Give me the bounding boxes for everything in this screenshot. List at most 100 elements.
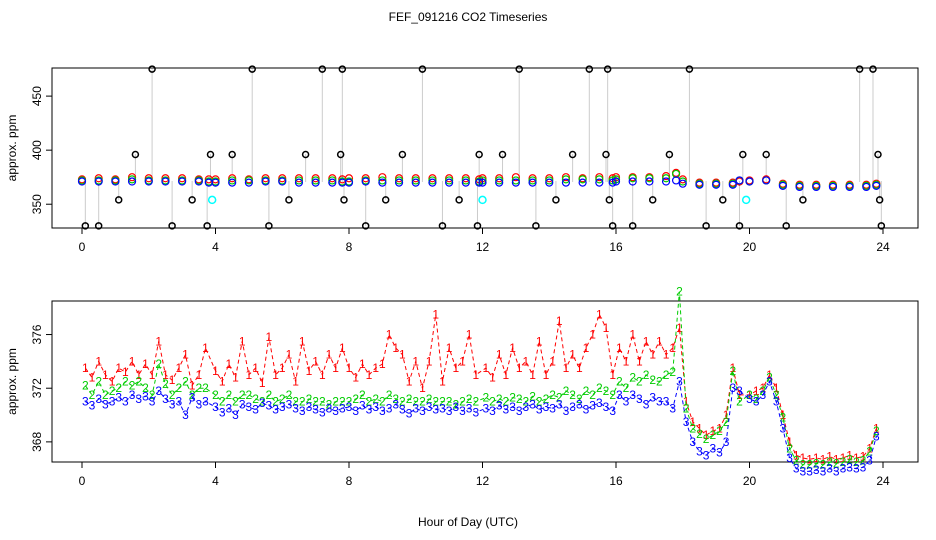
spike-point — [438, 222, 447, 230]
data-point-series-3 — [461, 178, 470, 187]
data-point-series-2 — [461, 176, 470, 185]
chart-title: FEF_091216 CO2 Timeseries — [388, 10, 548, 24]
data-point-series-3 — [344, 178, 354, 187]
series-marker-2: 2 — [352, 392, 359, 406]
series-line-3 — [85, 380, 877, 472]
series-marker-2: 2 — [509, 391, 516, 405]
x-axis-label: Hour of Day (UTC) — [417, 515, 518, 529]
plot-frame — [51, 67, 919, 229]
data-point-series-3 — [244, 178, 253, 187]
series-marker-1: 1 — [786, 435, 793, 449]
data-point-series-1 — [661, 172, 671, 181]
series-marker-1: 1 — [643, 334, 650, 348]
series-marker-3: 3 — [319, 405, 326, 419]
series-marker-3: 3 — [766, 375, 773, 389]
series-marker-3: 3 — [629, 388, 636, 402]
series-marker-1: 1 — [326, 348, 333, 362]
series-marker-2: 2 — [412, 395, 419, 409]
spike-point — [735, 222, 744, 230]
series-marker-2: 2 — [446, 395, 453, 409]
spike-point — [719, 196, 727, 204]
series-marker-2: 2 — [175, 381, 182, 395]
series-marker-2: 2 — [266, 388, 273, 402]
data-point-series-2 — [595, 175, 604, 184]
series-marker-2: 2 — [292, 395, 299, 409]
x-tick-label: 12 — [476, 240, 490, 254]
series-marker-2: 2 — [182, 375, 189, 389]
series-marker-2: 2 — [683, 401, 690, 415]
spike-point — [702, 222, 710, 230]
series-marker-3: 3 — [729, 381, 736, 395]
series-marker-1: 1 — [529, 368, 536, 382]
series-marker-3: 3 — [392, 397, 399, 411]
data-point-series-1 — [411, 174, 420, 183]
series-marker-3: 3 — [312, 403, 319, 417]
data-point-series-1 — [394, 174, 404, 183]
series-marker-2: 2 — [609, 388, 616, 402]
series-marker-1: 1 — [446, 341, 453, 355]
series-marker-1: 1 — [189, 379, 196, 393]
series-marker-2: 2 — [516, 392, 523, 406]
series-marker-2: 2 — [629, 370, 636, 384]
data-point-series-3 — [661, 177, 671, 186]
series-marker-3: 3 — [689, 435, 696, 449]
series-marker-1: 1 — [115, 361, 122, 375]
data-point-series-1 — [328, 174, 337, 183]
series-marker-3: 3 — [399, 403, 406, 417]
data-point-series-2 — [294, 176, 304, 185]
series-marker-2: 2 — [366, 395, 373, 409]
series-marker-3: 3 — [109, 395, 116, 409]
series-marker-1: 1 — [252, 361, 259, 375]
data-point-series-1 — [528, 174, 537, 183]
series-marker-1: 1 — [589, 328, 596, 342]
series-marker-1: 1 — [689, 415, 696, 429]
series-marker-3: 3 — [569, 400, 576, 414]
series-marker-1: 1 — [676, 321, 683, 335]
data-point-series-3 — [578, 178, 587, 187]
series-marker-3: 3 — [169, 397, 176, 411]
series-marker-1: 1 — [709, 424, 716, 438]
data-point-series-1 — [94, 174, 103, 183]
series-marker-2: 2 — [569, 388, 576, 402]
series-marker-1: 1 — [312, 354, 319, 368]
series-marker-1: 1 — [780, 408, 787, 422]
series-marker-2: 2 — [212, 388, 219, 402]
data-point-series-3 — [428, 178, 437, 187]
series-marker-1: 1 — [603, 321, 610, 335]
series-marker-2: 2 — [162, 377, 169, 391]
series-marker-3: 3 — [820, 464, 827, 478]
series-marker-2: 2 — [406, 392, 413, 406]
series-marker-3: 3 — [716, 446, 723, 460]
series-marker-2: 2 — [339, 395, 346, 409]
series-marker-3: 3 — [359, 399, 366, 413]
series-marker-1: 1 — [432, 307, 439, 321]
spike-point — [168, 222, 176, 230]
y-axis-label: approx. ppm — [5, 115, 19, 182]
series-marker-1: 1 — [826, 450, 833, 464]
series-marker-2: 2 — [649, 373, 656, 387]
x-tick-label: 0 — [79, 240, 86, 254]
x-tick-label: 8 — [346, 240, 353, 254]
data-point-series-1 — [228, 174, 237, 183]
data-point-series-3 — [178, 177, 187, 186]
data-point-series-1 — [445, 174, 454, 183]
series-marker-1: 1 — [175, 361, 182, 375]
data-point-series-1 — [361, 174, 370, 183]
series-marker-1: 1 — [496, 348, 503, 362]
series-marker-1: 1 — [873, 421, 880, 435]
series-marker-1: 1 — [489, 370, 496, 384]
series-marker-3: 3 — [89, 399, 96, 413]
data-point-series-3 — [144, 177, 153, 186]
series-marker-2: 2 — [346, 395, 353, 409]
data-point-series-2 — [628, 174, 637, 183]
series-marker-2: 2 — [576, 392, 583, 406]
spike-point — [648, 196, 657, 204]
data-point-series-1 — [294, 174, 304, 183]
series-marker-2: 2 — [766, 370, 773, 384]
series-marker-3: 3 — [326, 401, 333, 415]
data-point-series-2 — [495, 176, 504, 185]
series-marker-3: 3 — [793, 462, 800, 476]
series-marker-2: 2 — [780, 411, 787, 425]
spike-point — [585, 65, 594, 73]
spike-point — [114, 196, 123, 204]
